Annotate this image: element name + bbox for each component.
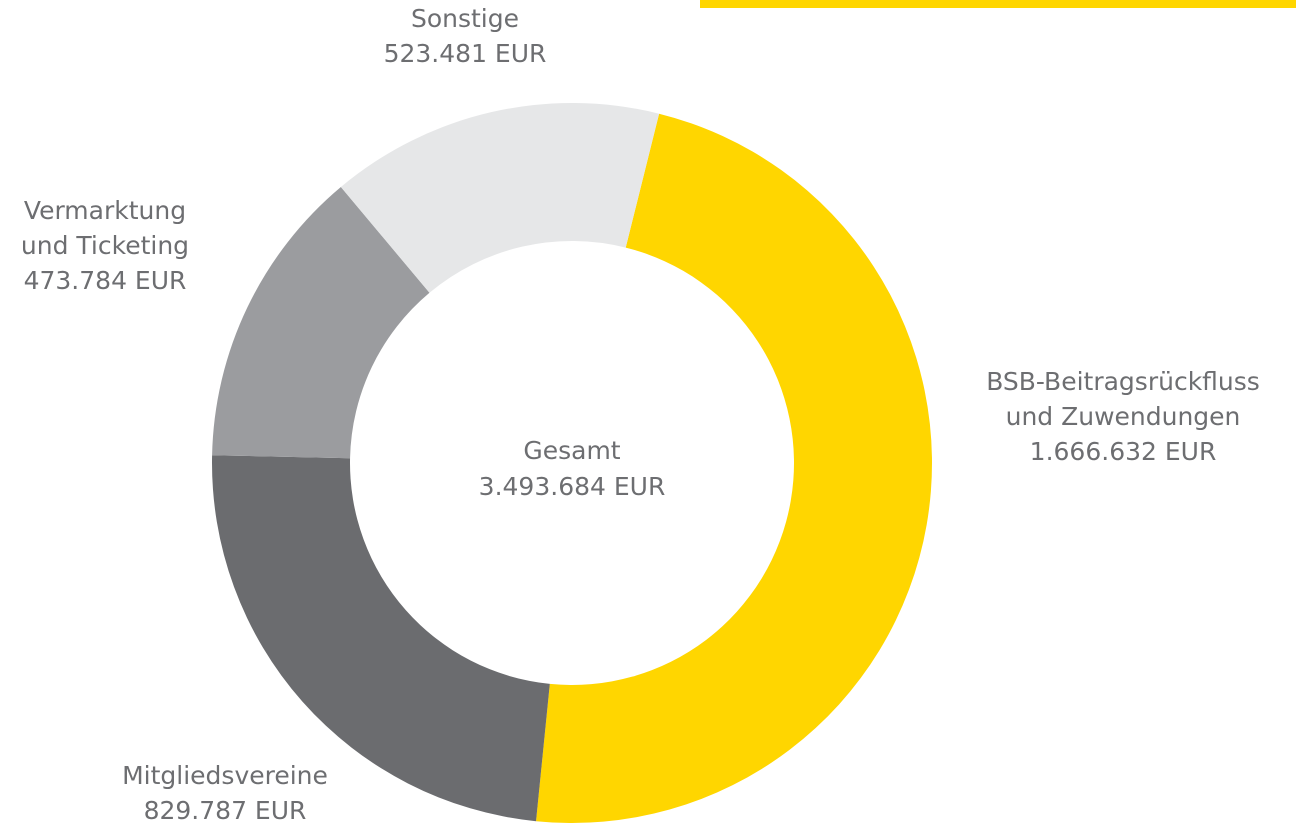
donut-segment bbox=[536, 113, 932, 823]
center-label: 3.493.684 EUR bbox=[479, 472, 666, 501]
segment-value-label: 473.784 EUR bbox=[24, 266, 187, 295]
donut-segment bbox=[340, 103, 660, 293]
segment-value-label: 523.481 EUR bbox=[384, 39, 547, 68]
donut-segment bbox=[211, 455, 550, 822]
center-title: Gesamt bbox=[523, 436, 620, 465]
segment-label: Sonstige bbox=[411, 4, 519, 33]
segment-label: Vermarktung und Ticketing bbox=[21, 196, 189, 260]
segment-label: Mitgliedsvereine bbox=[122, 761, 328, 790]
segment-value-label: 829.787 EUR bbox=[144, 796, 307, 825]
segment-label: BSB-Beitragsrückfluss und Zuwendungen bbox=[986, 367, 1260, 431]
donut-segment bbox=[212, 186, 430, 459]
segment-value-label: 1.666.632 EUR bbox=[1030, 437, 1217, 466]
header-bar bbox=[700, 0, 1296, 8]
